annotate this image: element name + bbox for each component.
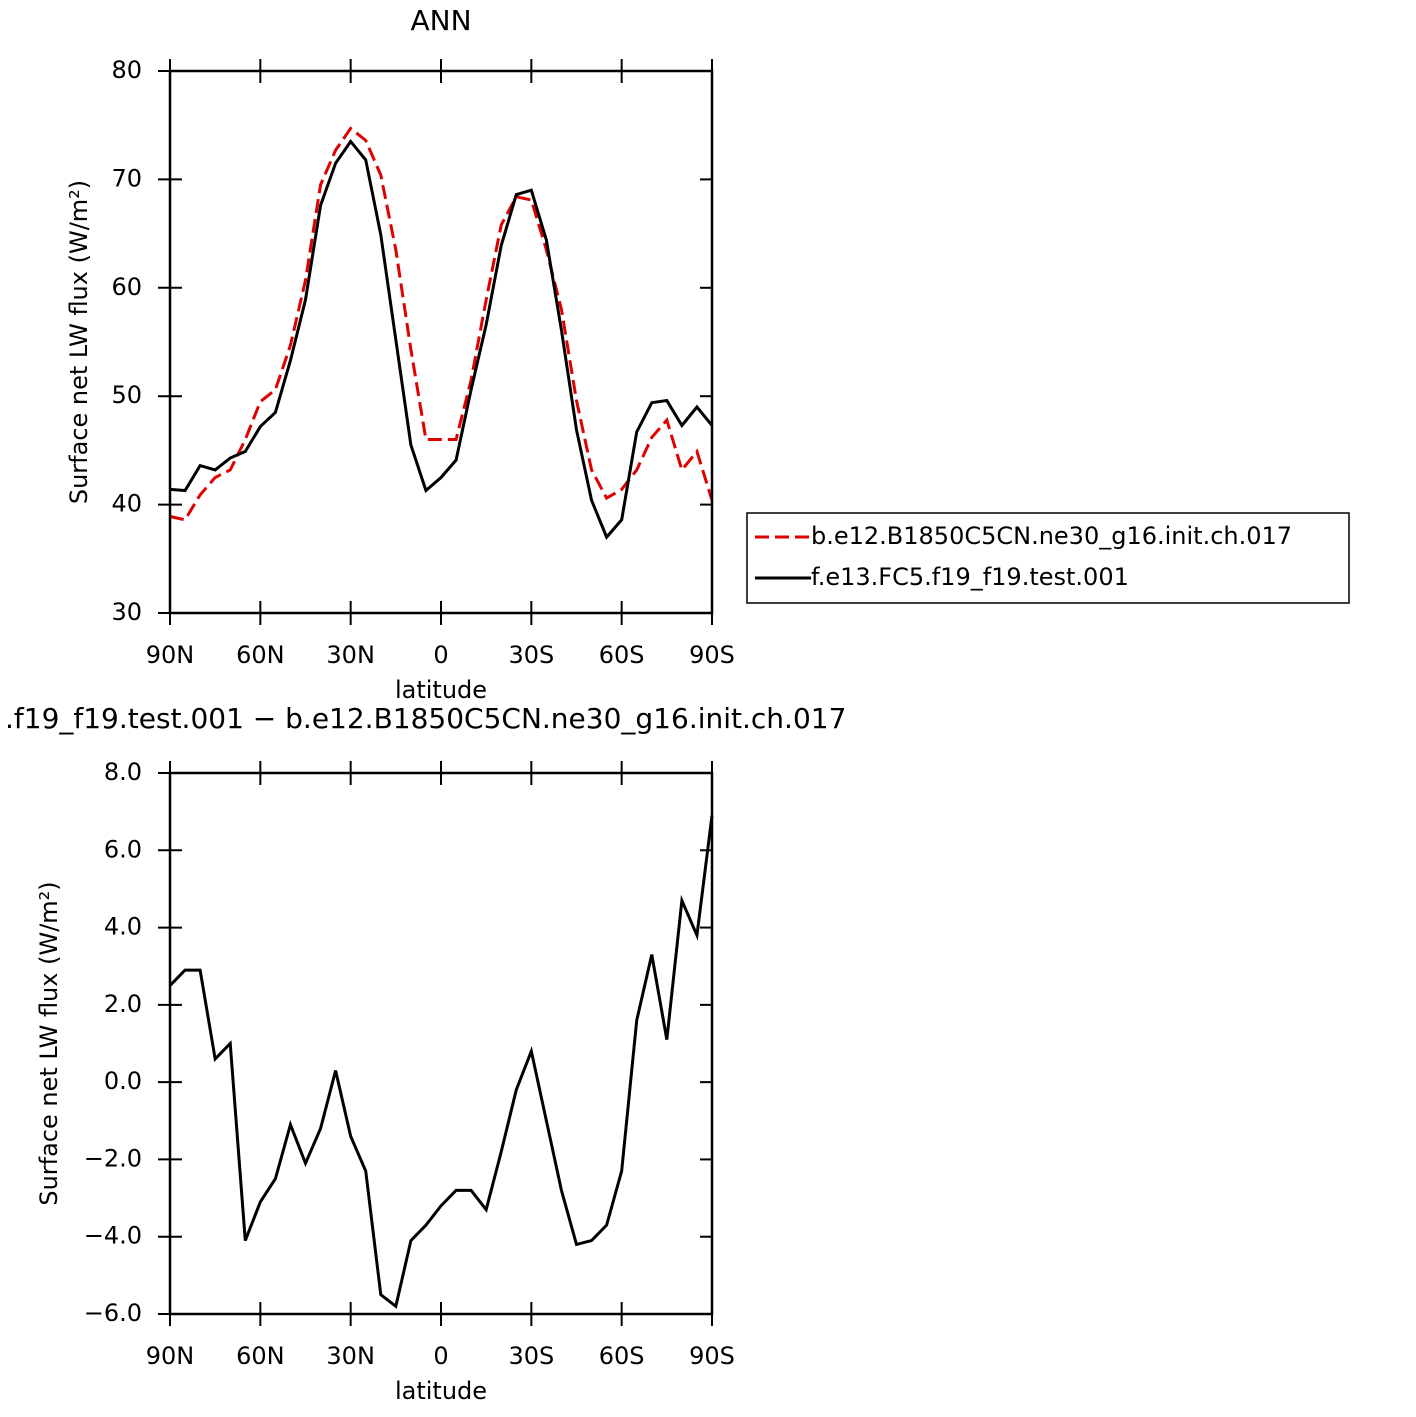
y-tick-label: 70 — [111, 164, 142, 192]
legend-box — [746, 512, 1350, 604]
x-tick-label: 90S — [689, 1342, 735, 1370]
x-tick-label: 30S — [508, 641, 554, 669]
x-tick-label: 30N — [326, 1342, 375, 1370]
y-axis-label: Surface net LW flux (W/m²) — [35, 881, 63, 1205]
x-tick-label: 60S — [599, 1342, 645, 1370]
x-tick-label: 30S — [508, 1342, 554, 1370]
data-line — [169, 126, 714, 522]
y-tick-label: −6.0 — [84, 1299, 142, 1327]
x-tick-label: 60N — [236, 641, 285, 669]
y-tick-label: 4.0 — [104, 913, 142, 941]
y-tick-label: −4.0 — [84, 1222, 142, 1250]
y-tick-label: 6.0 — [104, 835, 142, 863]
y-tick-label: 60 — [111, 273, 142, 301]
y-tick-label: 2.0 — [104, 990, 142, 1018]
legend-label: b.e12.B1850C5CN.ne30_g16.init.ch.017 — [811, 522, 1292, 550]
x-tick-label: 90N — [146, 1342, 195, 1370]
y-axis-label: Surface net LW flux (W/m²) — [65, 180, 93, 504]
y-tick-label: 8.0 — [104, 758, 142, 786]
chart-title: ANN — [410, 4, 471, 37]
y-tick-label: 80 — [111, 56, 142, 84]
x-tick-label: 60S — [599, 641, 645, 669]
data-line — [168, 815, 714, 1309]
chart-title: .f19_f19.test.001 − b.e12.B1850C5CN.ne30… — [5, 702, 846, 735]
y-tick-label: 30 — [111, 598, 142, 626]
data-line — [169, 138, 714, 540]
x-tick-label: 90S — [689, 641, 735, 669]
x-axis-label: latitude — [395, 1377, 487, 1405]
y-tick-label: 0.0 — [104, 1067, 142, 1095]
plot-frame — [168, 771, 714, 1316]
legend-label: f.e13.FC5.f19_f19.test.001 — [811, 563, 1129, 591]
x-tick-label: 60N — [236, 1342, 285, 1370]
x-tick-label: 0 — [433, 1342, 448, 1370]
x-tick-label: 30N — [326, 641, 375, 669]
x-tick-label: 90N — [146, 641, 195, 669]
y-tick-label: −2.0 — [84, 1144, 142, 1172]
y-tick-label: 40 — [111, 490, 142, 518]
plot-frame — [168, 69, 714, 615]
y-tick-label: 50 — [111, 381, 142, 409]
x-axis-label: latitude — [395, 676, 487, 704]
x-tick-label: 0 — [433, 641, 448, 669]
